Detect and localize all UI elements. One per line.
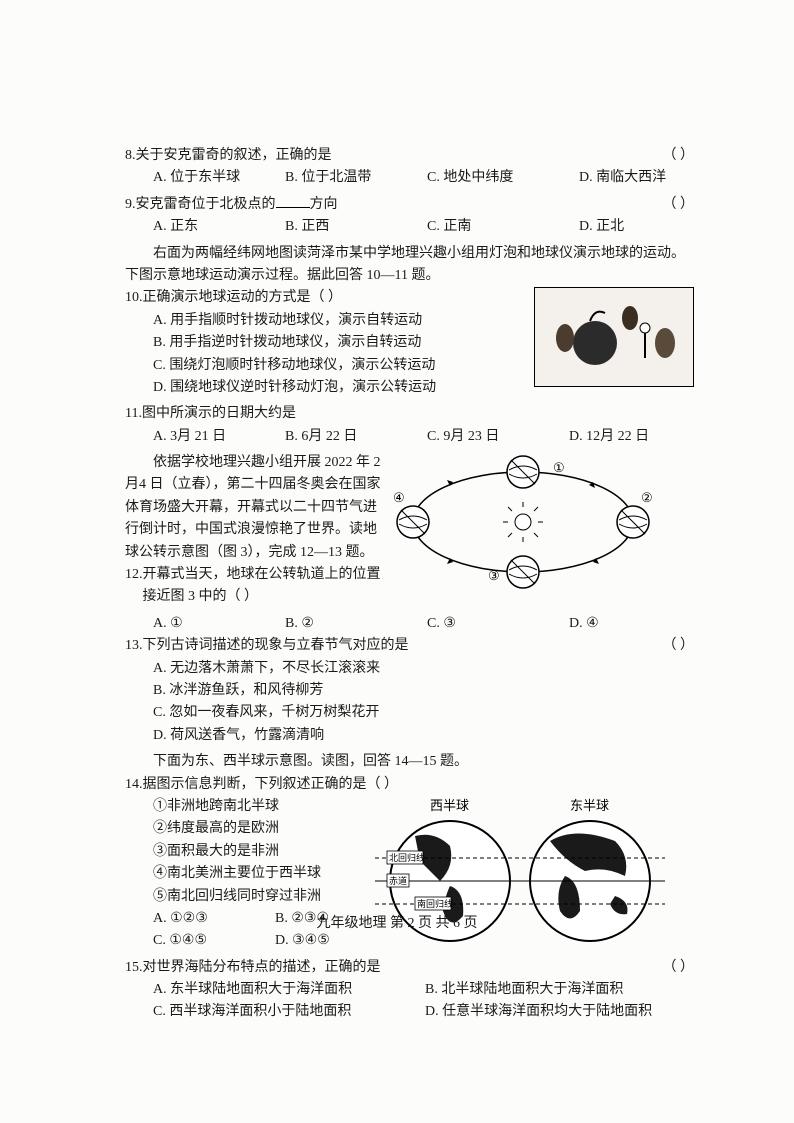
- q9-opt-d: D. 正北: [579, 216, 624, 238]
- q15-opt-c: C. 西半球海洋面积小于陆地面积: [153, 1001, 403, 1023]
- question-8: 8. 关于安克雷奇的叙述，正确的是 （ ） A. 位于东半球 B. 位于北温带 …: [125, 145, 694, 190]
- label-north-tropic: 北回归线: [389, 852, 425, 863]
- question-12: 12. 开幕式当天，地球在公转轨道上的位置接近图 3 中的（ ）: [125, 564, 385, 609]
- q15-text: 对世界海陆分布特点的描述，正确的是: [143, 957, 663, 979]
- svg-text:③: ③: [488, 568, 500, 583]
- q9-opt-c: C. 正南: [427, 216, 557, 238]
- q12-opt-a: A. ①: [153, 613, 263, 635]
- question-13: 13. 下列古诗词描述的现象与立春节气对应的是 （ ） A. 无边落木萧萧下，不…: [125, 635, 694, 747]
- q8-num: 8.: [125, 145, 136, 167]
- question-10: 10. 正确演示地球运动的方式是（ ） A. 用手指顺时针拨动地球仪，演示自转运…: [125, 287, 526, 399]
- question-9: 9. 安克雷奇位于北极点的 方向 （ ） A. 正东 B. 正西 C. 正南 D.…: [125, 194, 694, 239]
- intro-3: 下面为东、西半球示意图。读图，回答 14—15 题。: [125, 751, 694, 773]
- label-equator: 赤道: [389, 875, 407, 886]
- q13-opt-c: C. 忽如一夜春风来，千树万树梨花开: [153, 702, 694, 724]
- q15-paren: （ ）: [663, 957, 695, 979]
- q9-num: 9.: [125, 194, 136, 216]
- q14-item-1: ①非洲地跨南北半球: [153, 796, 375, 818]
- q13-text: 下列古诗词描述的现象与立春节气对应的是: [143, 635, 663, 657]
- q13-num: 13.: [125, 635, 143, 657]
- q8-opt-a: A. 位于东半球: [153, 167, 263, 189]
- q10-opt-d: D. 围绕地球仪逆时针移动灯泡，演示公转运动: [153, 377, 526, 399]
- q11-opt-d: D. 12月 22 日: [569, 426, 649, 448]
- q14-item-4: ④南北美洲主要位于西半球: [153, 863, 375, 885]
- q12-text: 开幕式当天，地球在公转轨道上的位置接近图 3 中的（ ）: [143, 564, 386, 609]
- figure-orbit: ① ② ③ ④: [385, 452, 694, 592]
- q9-text-before: 安克雷奇位于北极点的: [136, 197, 276, 212]
- q9-text-after: 方向: [310, 197, 338, 212]
- question-11: 11. 图中所演示的日期大约是 A. 3月 21 日 B. 6月 22 日 C.…: [125, 403, 694, 448]
- q11-opt-c: C. 9月 23 日: [427, 426, 547, 448]
- q15-opt-a: A. 东半球陆地面积大于海洋面积: [153, 979, 403, 1001]
- q12-opt-b: B. ②: [285, 613, 405, 635]
- q12-options: A. ① B. ② C. ③ D. ④: [153, 613, 694, 635]
- q9-opt-b: B. 正西: [285, 216, 405, 238]
- svg-text:④: ④: [393, 490, 405, 505]
- q10-opt-c: C. 围绕灯泡顺时针移动地球仪，演示公转运动: [153, 355, 526, 377]
- q8-opt-c: C. 地处中纬度: [427, 167, 557, 189]
- q11-opt-a: A. 3月 21 日: [153, 426, 263, 448]
- q9-text: 安克雷奇位于北极点的 方向: [136, 194, 663, 216]
- q14-item-3: ③面积最大的是非洲: [153, 841, 375, 863]
- figure-globe-demo: [534, 287, 694, 387]
- q10-num: 10.: [125, 287, 143, 309]
- q11-text: 图中所演示的日期大约是: [142, 403, 694, 425]
- q12-opt-d: D. ④: [569, 613, 599, 635]
- q13-opt-a: A. 无边落木萧萧下，不尽长江滚滚来: [153, 658, 694, 680]
- label-east: 东半球: [570, 798, 609, 813]
- q11-opt-b: B. 6月 22 日: [285, 426, 405, 448]
- q10-opt-a: A. 用手指顺时针拨动地球仪，演示自转运动: [153, 310, 526, 332]
- q14-item-5: ⑤南北回归线同时穿过非洲: [153, 886, 375, 908]
- q8-text: 关于安克雷奇的叙述，正确的是: [136, 145, 663, 167]
- q14-num: 14.: [125, 774, 143, 796]
- q15-num: 15.: [125, 957, 143, 979]
- q11-num: 11.: [125, 403, 142, 425]
- q15-opt-d: D. 任意半球海洋面积均大于陆地面积: [425, 1001, 652, 1023]
- q13-opt-b: B. 冰泮游鱼跃，和风待柳芳: [153, 680, 694, 702]
- q12-opt-c: C. ③: [427, 613, 547, 635]
- q10-text: 正确演示地球运动的方式是（ ）: [143, 287, 527, 309]
- label-south-tropic: 南回归线: [417, 898, 453, 909]
- question-15: 15. 对世界海陆分布特点的描述，正确的是 （ ） A. 东半球陆地面积大于海洋…: [125, 957, 694, 1024]
- svg-text:②: ②: [641, 490, 653, 505]
- q9-opt-a: A. 正东: [153, 216, 263, 238]
- label-west: 西半球: [430, 798, 469, 813]
- q12-num: 12.: [125, 564, 143, 586]
- q14-item-2: ②纬度最高的是欧洲: [153, 818, 375, 840]
- intro-1: 右面为两幅经纬网地图读菏泽市某中学地理兴趣小组用灯泡和地球仪演示地球的运动。下图…: [125, 243, 694, 288]
- q15-opt-b: B. 北半球陆地面积大于海洋面积: [425, 979, 623, 1001]
- q9-paren: （ ）: [663, 194, 695, 216]
- q10-opt-b: B. 用手指逆时针拨动地球仪，演示自转运动: [153, 332, 526, 354]
- blank-fill: [276, 194, 310, 208]
- q14-text: 据图示信息判断，下列叙述正确的是（ ）: [143, 774, 695, 796]
- svg-text:①: ①: [553, 460, 565, 475]
- q8-opt-b: B. 位于北温带: [285, 167, 405, 189]
- q13-paren: （ ）: [663, 635, 695, 657]
- q8-paren: （ ）: [663, 145, 695, 167]
- page-footer: 九年级地理 第 2 页 共 6 页: [0, 913, 794, 935]
- q8-opt-d: D. 南临大西洋: [579, 167, 666, 189]
- q13-opt-d: D. 荷风送香气，竹露滴清响: [153, 725, 694, 747]
- intro-2: 依据学校地理兴趣小组开展 2022 年 2 月4 日（立春），第二十四届冬奥会在…: [125, 452, 385, 564]
